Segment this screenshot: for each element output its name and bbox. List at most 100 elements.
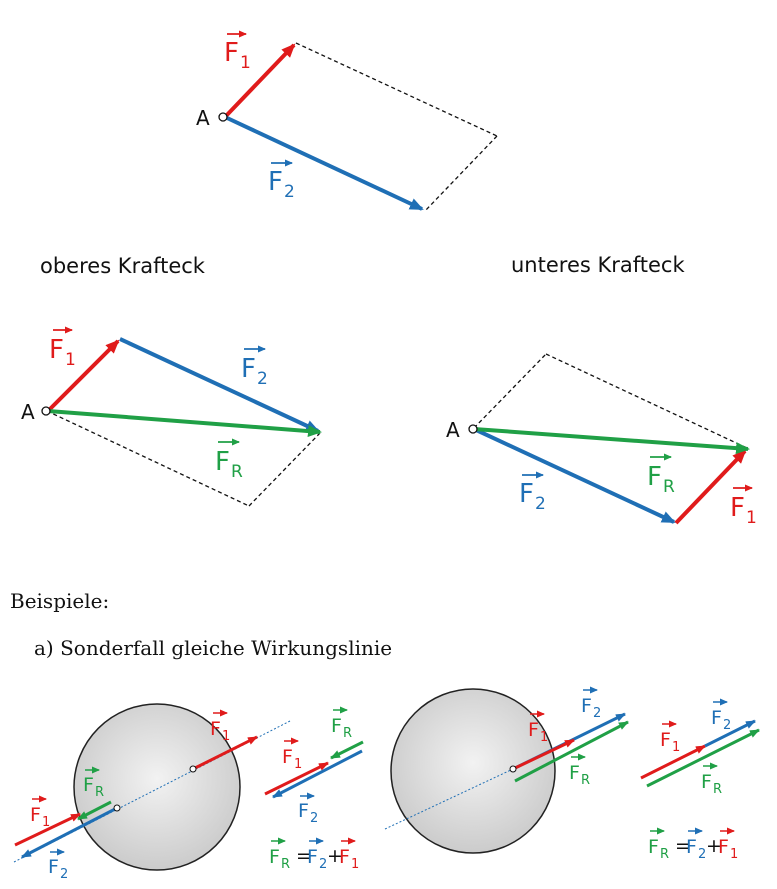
case-a-caption: a) Sonderfall gleiche Wirkungslinie xyxy=(34,636,392,660)
force-1-arrow xyxy=(640,744,706,780)
resultant-arrow xyxy=(646,728,760,788)
f2-subscript: 2 xyxy=(310,811,318,826)
f1-label: F 1 xyxy=(282,737,302,772)
force-2-arrow xyxy=(473,427,676,524)
f2-letter: F xyxy=(241,354,256,384)
equation-left: F R = F 2 + F 1 xyxy=(269,837,359,872)
heading-lower-polygon: unteres Krafteck xyxy=(511,253,685,277)
example-left-vectors: F R F 1 F 2 F R = F 2 + F 1 xyxy=(264,706,364,872)
point-a-marker xyxy=(218,112,228,122)
f1-subscript: 1 xyxy=(222,729,230,744)
force-1-arrow-on-body xyxy=(192,735,258,771)
f1-letter: F xyxy=(730,493,745,523)
f2-subscript: 2 xyxy=(723,718,731,733)
fr-subscript: R xyxy=(581,773,590,788)
f1-letter: F xyxy=(224,38,239,68)
application-point xyxy=(509,765,517,773)
f2-letter: F xyxy=(268,167,283,197)
f1-letter: F xyxy=(49,335,64,365)
lower-force-polygon: A F 2 F R F 1 xyxy=(446,353,757,528)
fr-label: F R xyxy=(83,766,104,800)
f1-subscript: 1 xyxy=(351,857,359,872)
dashed-edge-top xyxy=(295,42,498,137)
point-a-marker xyxy=(41,406,51,416)
f2-letter: F xyxy=(307,846,318,868)
fr-subscript: R xyxy=(713,782,722,797)
rigid-body xyxy=(390,688,556,854)
f1-subscript: 1 xyxy=(540,730,548,745)
rigid-body xyxy=(73,703,241,871)
line-of-action xyxy=(384,768,514,830)
fr-subscript: R xyxy=(95,785,104,800)
f2-label: F 2 xyxy=(298,792,318,826)
upper-force-polygon: A F 1 F 2 F R xyxy=(21,326,322,507)
f2-subscript: 2 xyxy=(60,867,68,882)
f2-letter: F xyxy=(711,707,722,729)
fr-label: F R xyxy=(701,762,722,797)
equation-right: F R = F 2 + F 1 xyxy=(648,827,738,862)
force-1-arrow xyxy=(46,339,120,413)
f1-subscript: 1 xyxy=(672,740,680,755)
equals-sign: = xyxy=(675,835,691,857)
point-a-marker xyxy=(468,424,478,434)
f2-letter: F xyxy=(48,856,59,878)
force-1-arrow xyxy=(223,43,296,119)
f1-subscript: 1 xyxy=(65,350,76,370)
example-right: F 1 F 2 F R xyxy=(384,686,629,854)
f2-label: F 2 xyxy=(581,686,601,721)
fr-label: F R xyxy=(647,453,675,497)
f2-subscript: 2 xyxy=(535,494,546,514)
resultant-arrow xyxy=(514,720,629,783)
examples-title: Beispiele: xyxy=(10,589,109,613)
f1-label: F 1 xyxy=(30,795,50,830)
f1-label: F 1 xyxy=(660,720,680,755)
dashed-edge-right xyxy=(248,432,321,507)
example-right-vectors: F 1 F 2 F R F R = F 2 + F 1 xyxy=(640,698,760,862)
f2-label: F 2 xyxy=(241,345,268,389)
f1-letter: F xyxy=(528,719,539,741)
resultant-arrow xyxy=(330,740,364,760)
f2-subscript: 2 xyxy=(319,857,327,872)
f2-letter: F xyxy=(581,695,592,717)
f2-label: F 2 xyxy=(519,471,546,514)
f2-label: F 2 xyxy=(48,848,68,882)
f2-subscript: 2 xyxy=(257,369,268,389)
f2-letter: F xyxy=(298,800,309,822)
fr-letter: F xyxy=(701,771,712,793)
force-1-arrow xyxy=(512,738,575,771)
fr-letter: F xyxy=(569,762,580,784)
f1-subscript: 1 xyxy=(746,508,757,528)
plus-sign: + xyxy=(327,845,343,867)
plus-sign: + xyxy=(706,835,722,857)
fr-letter: F xyxy=(647,462,662,492)
f1-label: F 1 xyxy=(730,484,757,528)
f1-label: F 1 xyxy=(224,30,251,73)
f1-letter: F xyxy=(282,746,293,768)
f1-letter: F xyxy=(718,836,729,858)
resultant-arrow xyxy=(77,800,112,821)
example-left: F 1 F R F 1 F 2 xyxy=(13,703,291,882)
force-1-arrow xyxy=(14,812,81,847)
dashed-edge-right xyxy=(424,135,498,212)
f1-letter: F xyxy=(30,804,41,826)
equals-sign: = xyxy=(296,845,312,867)
f1-subscript: 1 xyxy=(240,53,251,73)
f2-letter: F xyxy=(519,479,534,509)
fr-subscript: R xyxy=(660,847,669,862)
force-2-arrow xyxy=(224,115,424,211)
fr-letter: F xyxy=(269,846,280,868)
f2-label: F 2 xyxy=(711,698,731,733)
force-2-arrow xyxy=(119,337,320,433)
fr-letter: F xyxy=(648,836,659,858)
fr-letter: F xyxy=(331,715,342,737)
force-1-arrow xyxy=(264,761,329,796)
f1-label: F 1 xyxy=(49,326,76,370)
point-a-label: A xyxy=(196,106,210,130)
fr-letter: F xyxy=(83,774,94,796)
f1-letter: F xyxy=(339,846,350,868)
f2-label: F 2 xyxy=(268,159,295,202)
force-2-arrow xyxy=(704,719,756,748)
fr-subscript: R xyxy=(343,726,352,741)
